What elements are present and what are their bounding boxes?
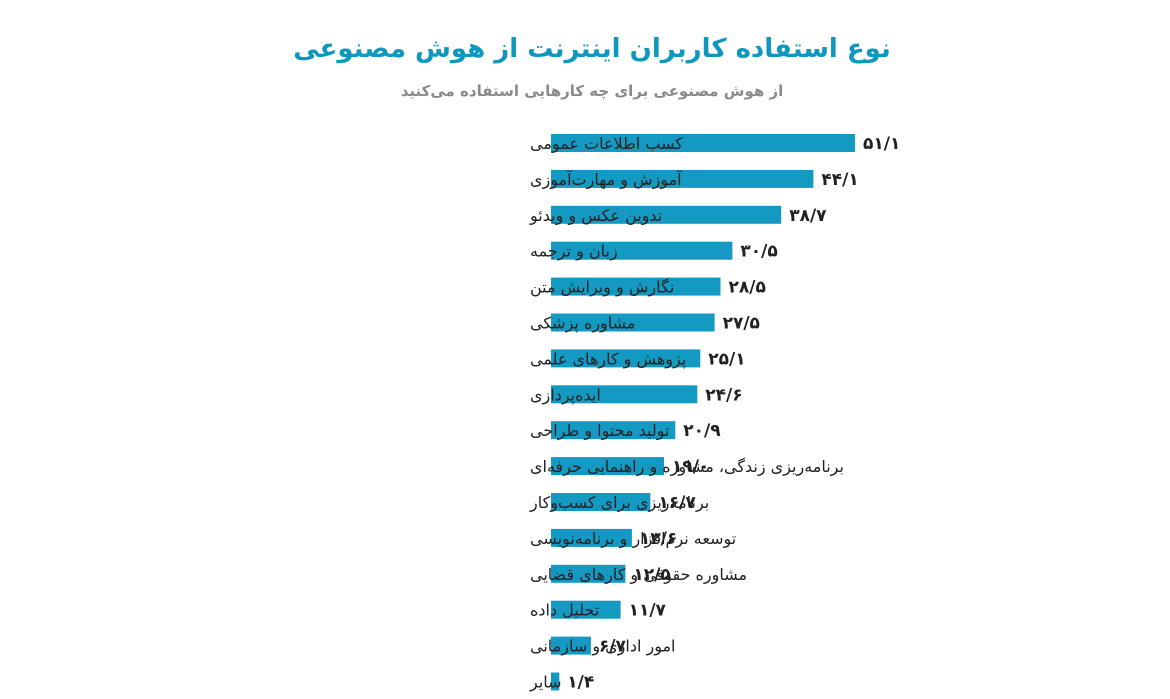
category-label: ایده‌پردازی — [530, 385, 601, 405]
bar — [551, 421, 676, 440]
value-label: ۲۴/۶ — [705, 385, 742, 405]
bar — [551, 313, 715, 332]
bar — [551, 672, 560, 691]
category-label: کسب اطلاعات عمومی — [530, 134, 683, 154]
bar — [551, 385, 698, 404]
category-label: مشاوره پزشکی — [530, 314, 636, 334]
bar — [551, 600, 621, 619]
bar — [551, 457, 664, 476]
value-label: ۳۰/۵ — [740, 242, 777, 262]
bar — [551, 169, 814, 188]
value-label: ۶/۷ — [599, 637, 627, 657]
value-label: ۱۳/۶ — [640, 529, 677, 549]
category-label: مشاوره حقوقی و کارهای قضایی — [530, 565, 747, 585]
chart-title: نوع استفاده کاربران اینترنت از هوش مصنوع… — [293, 34, 891, 64]
bar — [551, 564, 626, 583]
value-label: ۱۲/۵ — [633, 565, 670, 585]
bar — [551, 134, 855, 152]
bar — [551, 277, 721, 296]
value-label: ۴۴/۱ — [821, 170, 858, 190]
category-label: نگارش و ویرایش متن — [530, 278, 674, 298]
value-label: ۱/۴ — [567, 673, 594, 693]
value-label: ۲۵/۱ — [708, 349, 745, 369]
category-label: تولید محتوا و طراحی — [530, 421, 669, 441]
category-label: پژوهش و کارهای علمی — [530, 349, 686, 369]
value-label: ۳۸/۷ — [789, 206, 827, 226]
value-label: ۱۶/۷ — [658, 493, 696, 513]
bar — [551, 241, 733, 260]
category-label: آموزش و مهارت‌آموزی — [530, 170, 683, 190]
category-label: امور اداری و سازمانی — [530, 637, 676, 657]
value-label: ۲۷/۵ — [723, 314, 760, 334]
chart-subtitle: از هوش مصنوعی برای چه کارهایی استفاده می… — [400, 82, 784, 100]
category-label: برنامه‌ریزی زندگی، مشاوره و راهنمایی حرف… — [530, 457, 844, 477]
category-label: توسعه نرم‌افزار و برنامه‌نویسی — [530, 529, 736, 549]
value-label: ۱۱/۷ — [629, 601, 667, 621]
value-label: ۲۰/۹ — [683, 421, 721, 441]
bar — [551, 528, 632, 547]
category-label: زبان و ترجمه — [530, 242, 618, 262]
category-label: برنامه‌ریزی برای کسب‌وکار — [529, 493, 709, 513]
category-label: تحلیل داده — [530, 601, 599, 620]
bar — [551, 636, 591, 655]
value-label: ۵۱/۱ — [863, 134, 900, 154]
value-label: ۲۸/۵ — [729, 278, 766, 298]
bar — [551, 493, 651, 511]
value-label: ۱۹/۰ — [672, 457, 709, 477]
bar — [551, 349, 701, 368]
category-label: سایر — [529, 673, 562, 693]
bar — [551, 205, 782, 224]
category-label: تدوین عکس و ویدئو — [529, 206, 662, 226]
